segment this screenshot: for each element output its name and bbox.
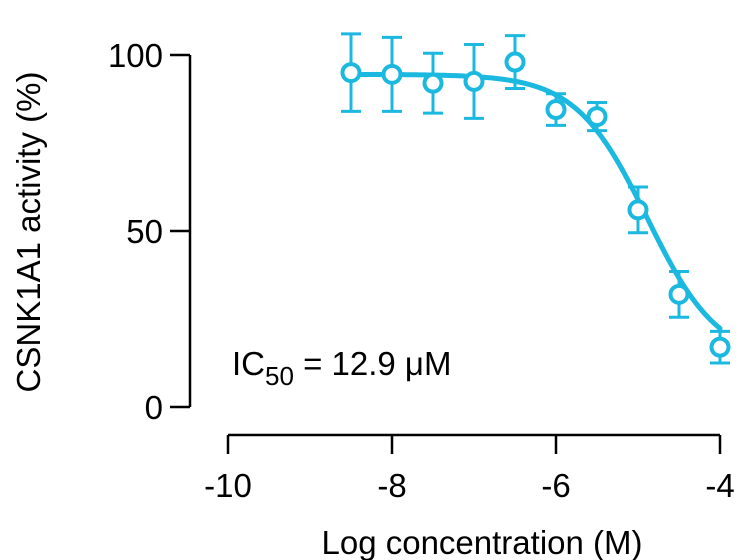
x-ticks: -10 -8 -6 -4 bbox=[204, 435, 735, 504]
data-points bbox=[340, 51, 731, 358]
ic50-annotation: IC50 = 12.9 μM bbox=[232, 345, 451, 391]
ic50-prefix: IC bbox=[232, 345, 265, 382]
ic50-subscript: 50 bbox=[265, 361, 294, 391]
data-point bbox=[422, 72, 444, 94]
x-axis: -10 -8 -6 -4 bbox=[204, 433, 735, 504]
y-axis-title: CSNK1A1 activity (%) bbox=[10, 72, 47, 393]
y-ticks: 0 50 100 bbox=[108, 37, 190, 426]
plot-area bbox=[340, 32, 731, 365]
x-tick-label: -8 bbox=[377, 467, 406, 504]
x-tick-label: -10 bbox=[204, 467, 252, 504]
ic50-value: = 12.9 μM bbox=[294, 345, 452, 382]
data-point bbox=[627, 199, 649, 221]
data-point bbox=[381, 63, 403, 85]
data-point bbox=[340, 62, 362, 84]
y-tick-label: 0 bbox=[145, 389, 163, 426]
fit-curve bbox=[348, 71, 723, 331]
data-point bbox=[504, 51, 526, 73]
y-axis: 0 50 100 bbox=[108, 37, 192, 426]
x-tick-label: -4 bbox=[705, 467, 734, 504]
data-point bbox=[586, 106, 608, 128]
y-tick-label: 50 bbox=[126, 213, 163, 250]
data-point bbox=[709, 336, 731, 358]
data-point bbox=[668, 283, 690, 305]
x-axis-title: Log concentration (M) bbox=[322, 524, 643, 560]
error-bars bbox=[341, 32, 730, 365]
y-tick-label: 100 bbox=[108, 37, 163, 74]
x-tick-label: -6 bbox=[541, 467, 570, 504]
data-point bbox=[463, 70, 485, 92]
data-point bbox=[545, 99, 567, 121]
